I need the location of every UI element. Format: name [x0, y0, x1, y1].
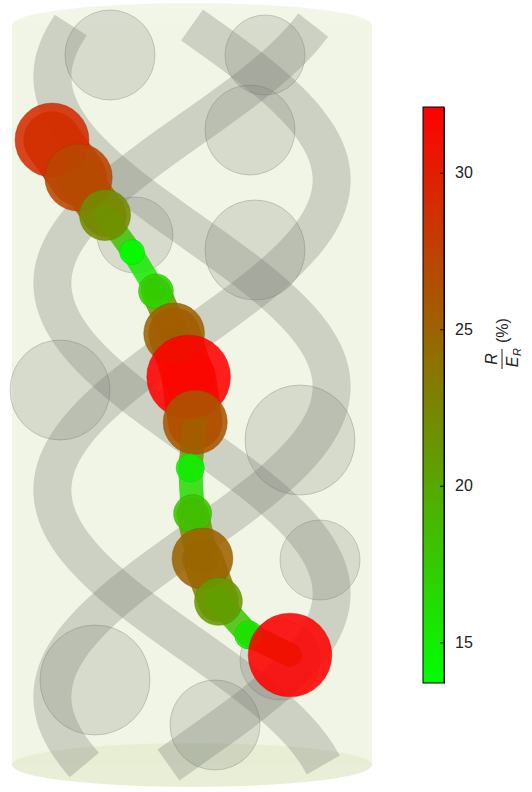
tick-mark — [440, 329, 444, 330]
tick: 15 — [440, 634, 473, 651]
axis-line — [444, 108, 445, 684]
label-denominator: E — [504, 356, 521, 367]
label-unit: (%) — [494, 318, 511, 343]
grey-sphere — [65, 10, 155, 100]
tick-mark — [440, 173, 444, 174]
tick: 20 — [440, 477, 473, 494]
sphere — [174, 495, 212, 533]
tube — [15, 103, 332, 697]
colorbar — [423, 107, 444, 683]
grey-sphere — [245, 385, 355, 495]
sphere — [195, 578, 243, 626]
tick-mark — [440, 642, 444, 643]
grey-sphere — [205, 85, 295, 175]
sphere — [176, 454, 204, 482]
tick-label: 20 — [455, 477, 473, 494]
figure: 15202530RER(%) — [0, 0, 532, 792]
grey-sphere — [170, 680, 260, 770]
sphere — [248, 613, 332, 697]
colorbar-label: RER(%) — [483, 318, 523, 369]
tick: 30 — [440, 164, 473, 181]
tick: 25 — [440, 321, 473, 338]
tick-mark — [440, 486, 444, 487]
sphere — [79, 189, 130, 240]
grey-sphere — [205, 200, 305, 300]
colorbar-axis: 15 20 25 30 — [440, 108, 473, 684]
sphere — [120, 240, 145, 265]
tick-label: 30 — [455, 164, 473, 181]
tube-guide — [52, 140, 290, 655]
grey-sphere — [40, 625, 150, 735]
tick-label: 25 — [455, 321, 473, 338]
grey-sphere — [280, 520, 360, 600]
tick-label: 15 — [455, 634, 473, 651]
label-subscript: R — [511, 348, 523, 356]
grey-sphere — [10, 340, 110, 440]
fraction-bar — [502, 349, 503, 369]
label-numerator: R — [483, 353, 500, 365]
sphere — [163, 390, 227, 454]
grey-sphere — [225, 15, 305, 95]
cylinder — [10, 3, 372, 787]
